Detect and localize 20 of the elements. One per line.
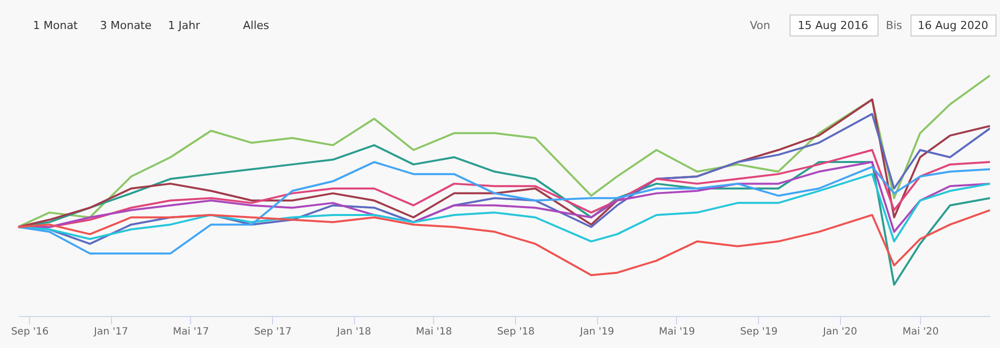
x-tick-label: Sep '16 — [11, 326, 49, 338]
x-tick-label: Jan '19 — [579, 326, 614, 338]
text: Alles — [243, 19, 270, 32]
x-tick-label: Sep '18 — [497, 326, 535, 338]
text: Bis — [886, 19, 902, 32]
text: Von — [750, 19, 770, 32]
x-tick-label: Jan '18 — [336, 326, 372, 338]
x-tick-label: Mai '18 — [416, 326, 452, 338]
x-tick-label: Sep '19 — [740, 326, 778, 338]
text: 1 Jahr — [168, 19, 200, 32]
text: 1 Monat — [33, 19, 78, 32]
x-tick-label: Mai '20 — [902, 326, 939, 338]
text: 16 Aug 2020 — [918, 19, 988, 32]
x-tick-label: Mai '19 — [658, 326, 696, 338]
x-tick-label: Jan '20 — [822, 326, 858, 338]
x-tick-label: Sep '17 — [254, 326, 292, 338]
x-tick-label: Mai '17 — [172, 326, 210, 338]
text: 3 Monate — [100, 19, 152, 32]
x-tick-label: Jan '17 — [93, 326, 128, 338]
text: 15 Aug 2016 — [798, 19, 868, 32]
